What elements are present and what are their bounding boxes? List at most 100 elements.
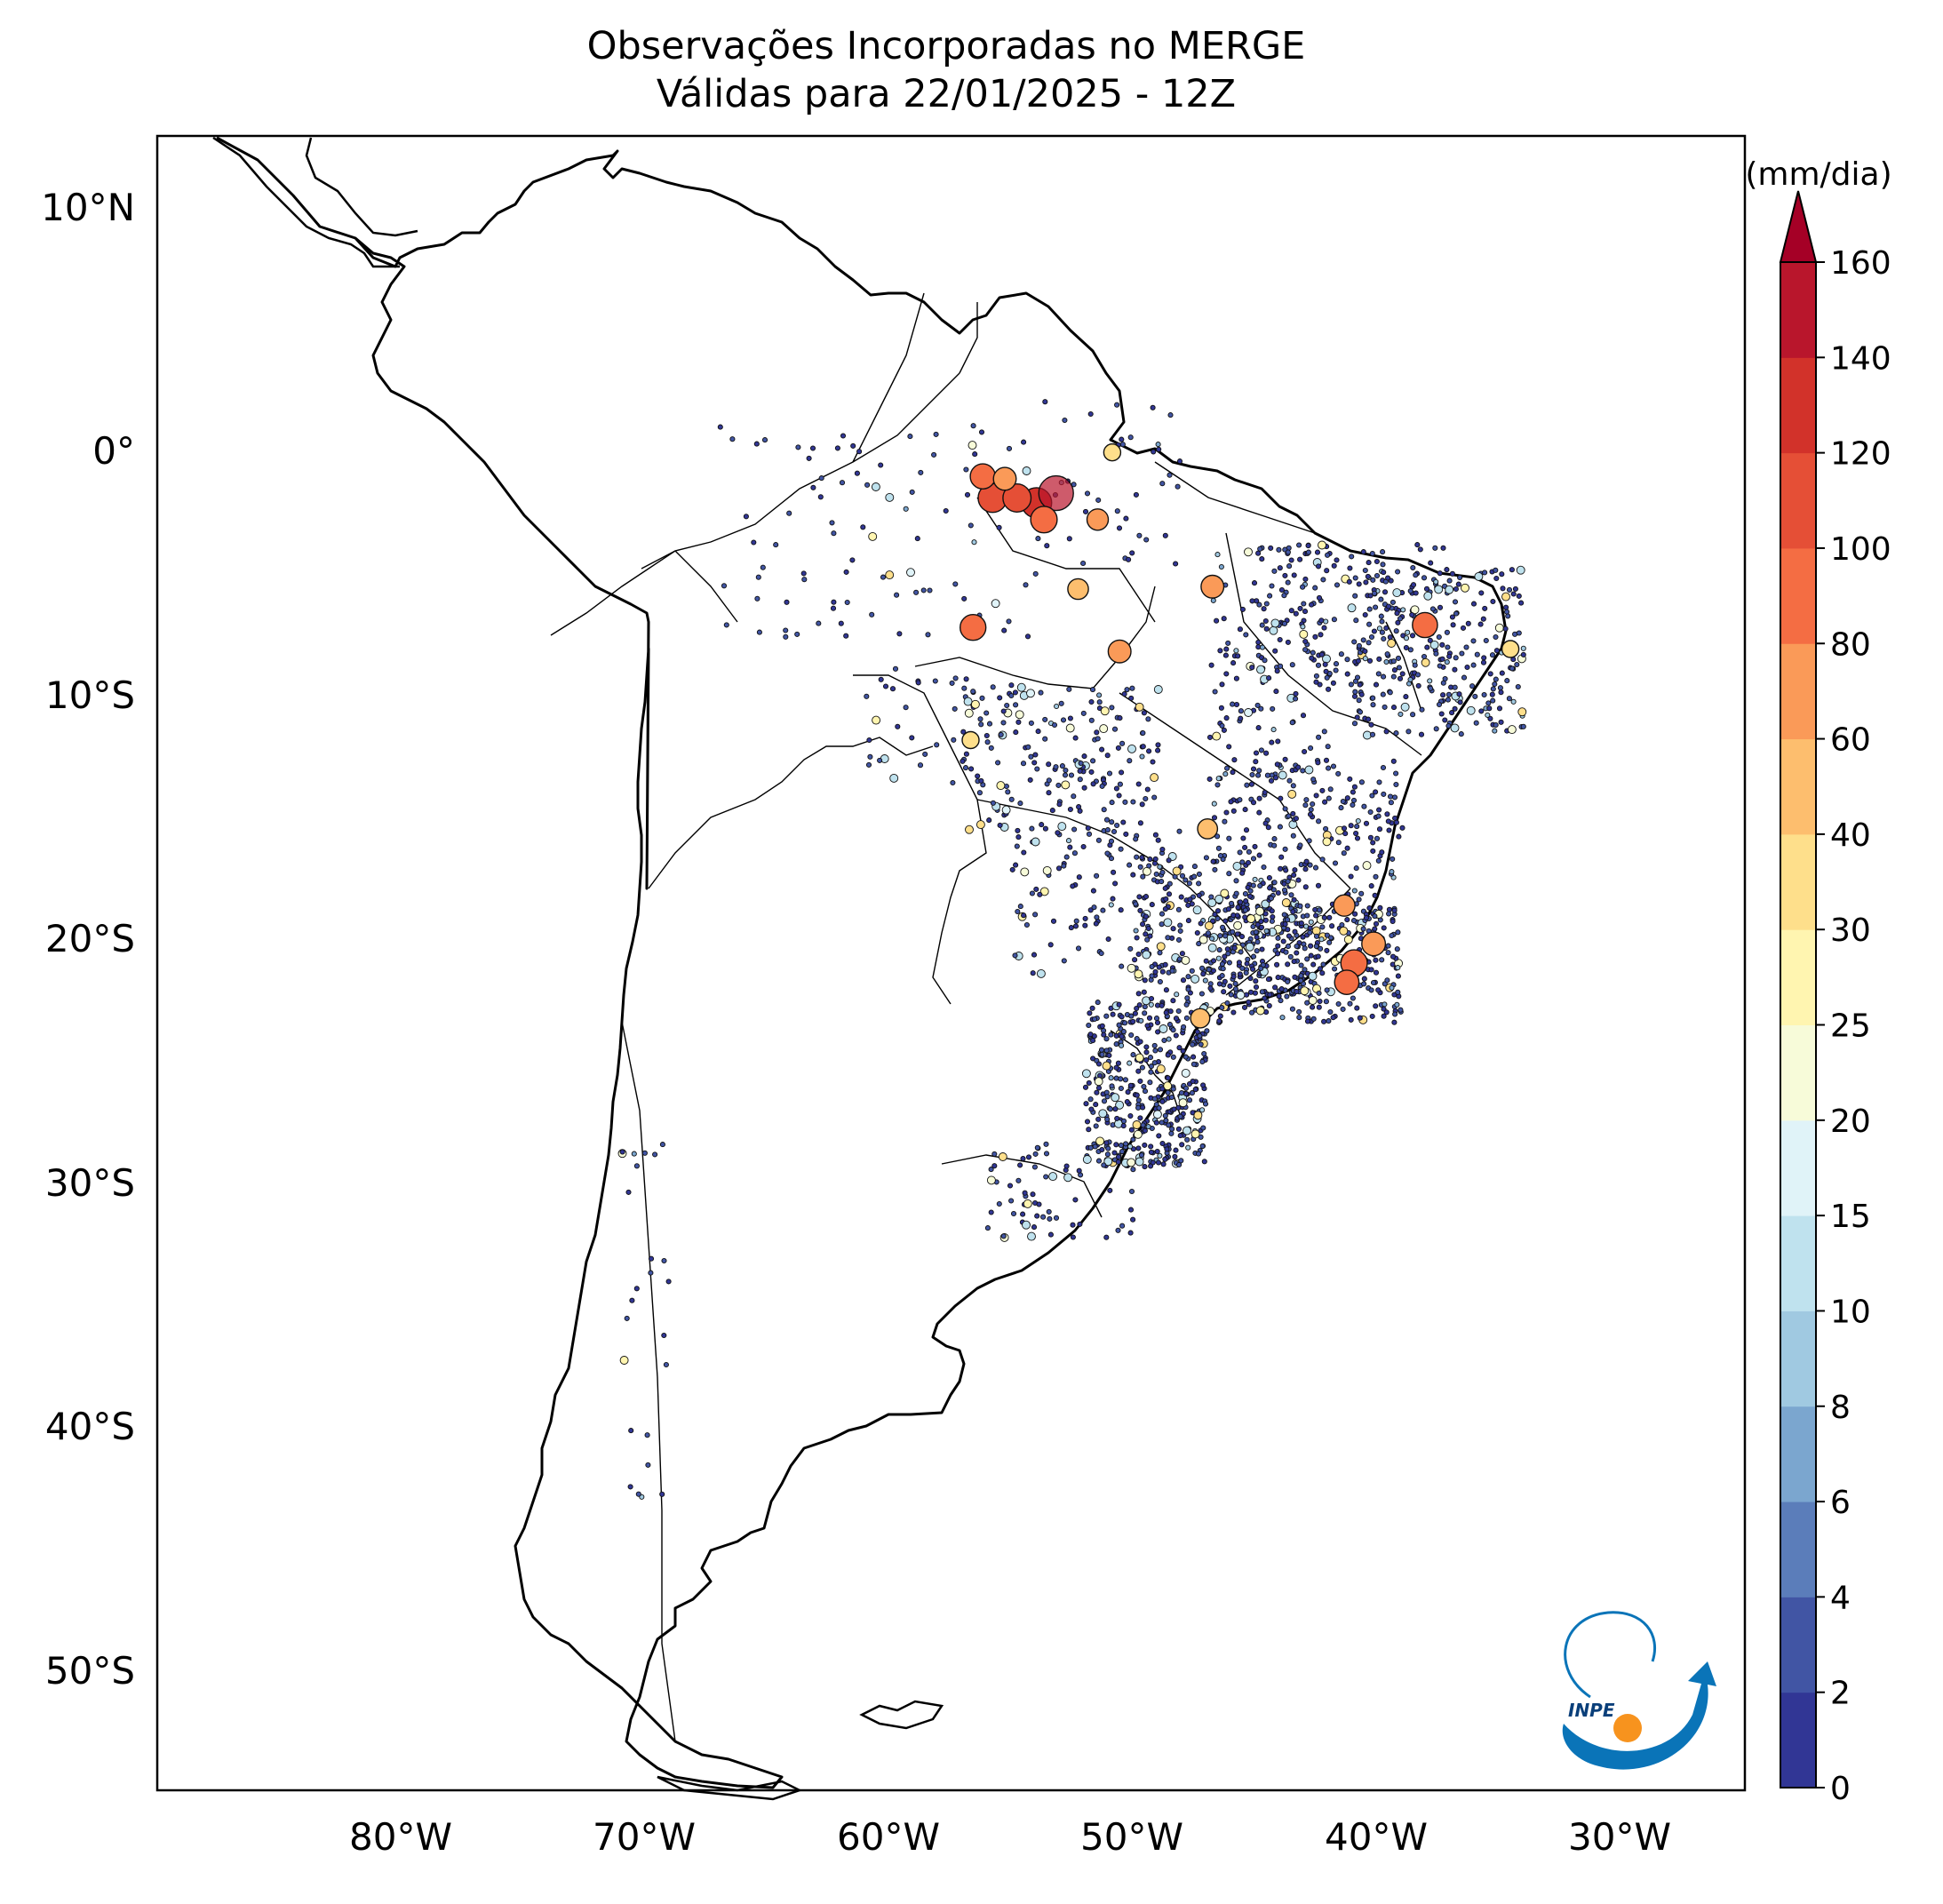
station-point xyxy=(844,599,850,606)
station-point xyxy=(1493,633,1499,641)
station-point xyxy=(1477,621,1484,627)
station-point xyxy=(1304,765,1314,775)
station-point xyxy=(1173,1032,1179,1039)
station-point xyxy=(1082,1155,1092,1164)
station-point xyxy=(1148,1064,1154,1070)
station-point xyxy=(1065,838,1072,844)
station-point xyxy=(773,542,779,548)
station-point xyxy=(1210,968,1216,974)
station-point xyxy=(1127,1112,1134,1119)
station-point xyxy=(1389,869,1395,875)
station-point xyxy=(1217,853,1223,859)
station-point xyxy=(1486,705,1493,712)
station-point xyxy=(856,449,863,455)
station-point xyxy=(1274,961,1280,968)
station-point xyxy=(1326,1018,1332,1024)
station-point xyxy=(1156,1133,1162,1139)
station-point xyxy=(1142,950,1151,960)
station-point xyxy=(1281,880,1287,887)
station-point xyxy=(1293,696,1299,702)
station-point xyxy=(1263,601,1270,607)
station-point xyxy=(1275,951,1281,957)
station-point xyxy=(1285,549,1291,555)
station-point xyxy=(1197,818,1219,840)
station-point xyxy=(1054,703,1060,710)
station-point xyxy=(1152,832,1159,838)
station-point xyxy=(1259,556,1265,562)
station-point xyxy=(1368,633,1375,641)
station-point xyxy=(1116,793,1122,799)
station-point xyxy=(1134,1005,1140,1012)
station-point xyxy=(1095,1061,1103,1067)
map-frame xyxy=(155,134,1747,1792)
station-point xyxy=(1323,999,1329,1005)
station-point xyxy=(1325,552,1331,558)
station-point xyxy=(1250,953,1257,960)
station-point xyxy=(1390,658,1397,665)
station-point xyxy=(1385,943,1391,949)
station-point xyxy=(1206,734,1214,740)
station-point xyxy=(1233,675,1239,681)
station-point xyxy=(1088,717,1095,723)
station-point xyxy=(1222,771,1229,777)
station-point xyxy=(1338,805,1344,811)
stations-layer xyxy=(617,399,1527,1500)
station-point xyxy=(1374,558,1380,565)
station-point xyxy=(1090,781,1096,787)
station-point xyxy=(1380,691,1386,697)
station-point xyxy=(1196,880,1202,887)
station-point xyxy=(1355,657,1361,664)
station-point xyxy=(1277,824,1283,830)
station-point xyxy=(1119,1033,1125,1040)
station-point xyxy=(1410,582,1417,588)
station-point xyxy=(1334,582,1341,588)
station-point xyxy=(1269,739,1275,745)
station-point xyxy=(1061,780,1071,790)
station-point xyxy=(1520,651,1526,657)
station-point xyxy=(1042,736,1048,742)
station-point xyxy=(914,536,920,542)
station-point xyxy=(1348,681,1354,688)
station-point xyxy=(1233,890,1239,896)
station-point xyxy=(1066,536,1072,542)
station-point xyxy=(1129,550,1135,556)
station-point xyxy=(1293,610,1299,617)
station-point xyxy=(952,705,958,712)
station-point xyxy=(1261,864,1267,871)
station-point xyxy=(1103,1013,1110,1019)
station-point xyxy=(1358,779,1365,785)
station-point xyxy=(1107,639,1132,664)
station-point xyxy=(1397,616,1404,622)
station-point xyxy=(1271,568,1278,574)
station-point xyxy=(1516,593,1522,599)
station-point xyxy=(1370,695,1376,701)
station-point xyxy=(1082,508,1089,514)
station-point xyxy=(1248,781,1254,787)
station-point xyxy=(1084,490,1091,497)
station-point xyxy=(1164,1146,1170,1152)
station-point xyxy=(1352,593,1358,599)
station-point xyxy=(1150,759,1156,765)
station-point xyxy=(1014,843,1020,849)
station-point xyxy=(1438,711,1445,717)
station-point xyxy=(1112,880,1119,887)
station-point xyxy=(1238,934,1246,940)
station-point xyxy=(1358,691,1365,697)
station-point xyxy=(1101,1032,1107,1038)
station-point xyxy=(1432,545,1438,551)
station-point xyxy=(1127,434,1134,441)
station-point xyxy=(1331,562,1337,569)
station-point xyxy=(1156,1105,1162,1111)
station-point xyxy=(1200,971,1206,977)
station-point xyxy=(1387,639,1397,648)
station-point xyxy=(1090,1038,1096,1044)
station-point xyxy=(659,1142,665,1148)
station-point xyxy=(1366,904,1373,912)
station-point xyxy=(1246,999,1252,1005)
station-point xyxy=(1086,1079,1092,1086)
station-point xyxy=(1075,945,1082,952)
station-point xyxy=(1180,1048,1186,1054)
station-point xyxy=(633,1163,640,1169)
colorbar-tick-label: 15 xyxy=(1830,1199,1871,1235)
station-point xyxy=(1159,1002,1165,1008)
